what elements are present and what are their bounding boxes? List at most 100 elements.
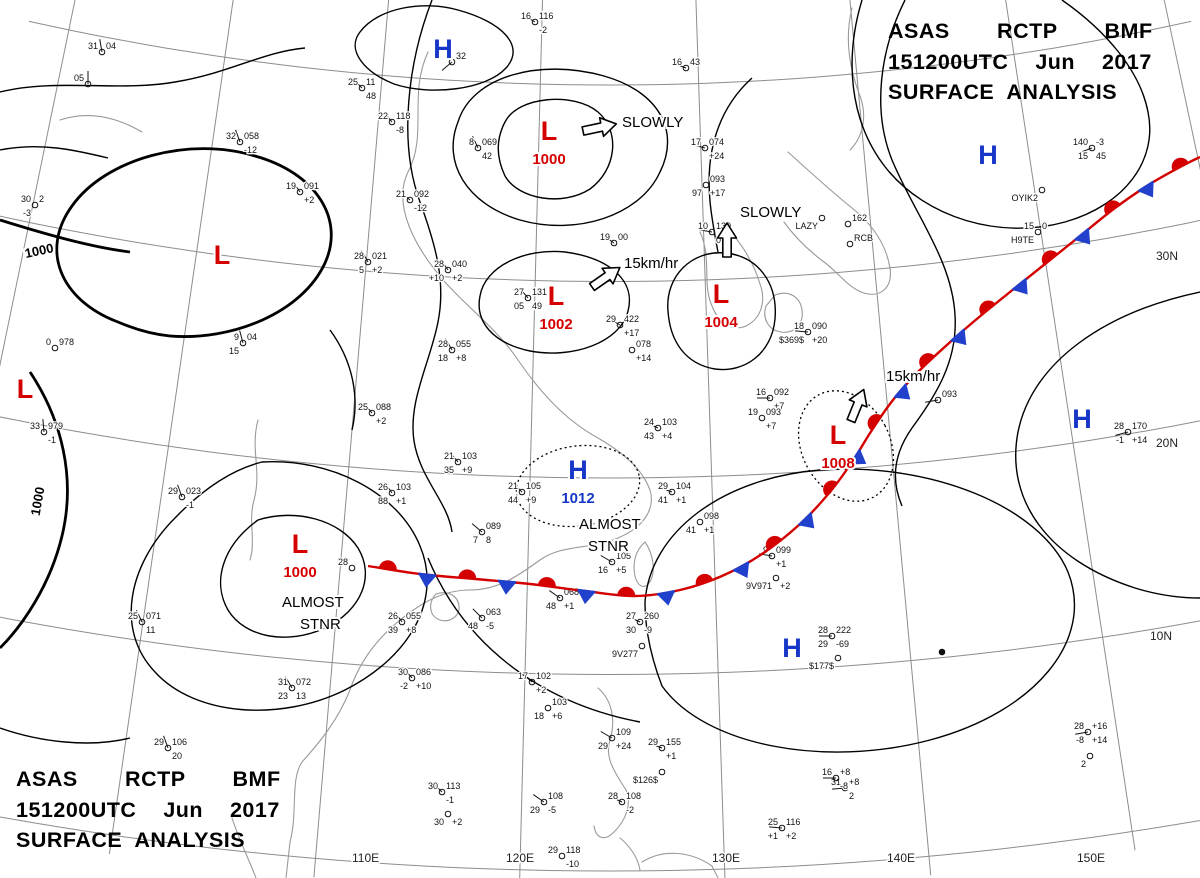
- front-triangle-marker: [418, 573, 437, 588]
- pressure-center-L: L 1002: [537, 279, 574, 335]
- front-triangle-marker: [577, 590, 596, 605]
- isobar-label: 1000: [28, 486, 48, 517]
- map-text: +8: [849, 777, 859, 787]
- map-text: 29: [598, 741, 608, 751]
- map-text: $177$: [809, 661, 834, 671]
- station-plot: 140 -3 15 45: [1072, 136, 1108, 163]
- station-plot: 16 43: [671, 56, 701, 72]
- pressure-center-letter: H: [1072, 404, 1092, 434]
- motion-label: ALMOST: [579, 516, 641, 533]
- map-text: +24: [709, 151, 724, 161]
- map-text: 104: [676, 481, 691, 491]
- station-plot: 2: [1080, 752, 1094, 770]
- station-plot: 29 106 20: [153, 735, 188, 762]
- map-text: 32: [456, 51, 466, 61]
- front-semicircle-marker: [695, 573, 714, 586]
- map-text: -12: [244, 145, 257, 155]
- pressure-center-H: H: [976, 138, 1000, 172]
- coastline: [783, 151, 891, 295]
- map-text: -2: [626, 805, 634, 815]
- map-text: 21: [444, 451, 454, 461]
- map-text: 063: [486, 607, 501, 617]
- map-text: 27: [514, 287, 524, 297]
- map-text: -5: [548, 805, 556, 815]
- map-text: 422: [624, 314, 639, 324]
- map-text: 2: [849, 791, 854, 801]
- map-text: 25: [768, 817, 778, 827]
- map-text: 11: [366, 77, 375, 87]
- map-text: 109: [616, 727, 631, 737]
- map-text: 04: [247, 332, 257, 342]
- front-triangle-marker: [1138, 181, 1154, 198]
- map-text: 23: [278, 691, 288, 701]
- map-text: 28: [1114, 421, 1124, 431]
- map-text: 10: [698, 221, 708, 231]
- station-plot: 30 086 -2 +10: [397, 666, 433, 693]
- motion-label: SLOWLY: [740, 204, 801, 221]
- map-text: +1: [396, 496, 406, 506]
- movement-arrow-icon: [846, 388, 868, 424]
- station-plot: 26 103 88 +1: [377, 481, 413, 508]
- pressure-center-value: 1000: [532, 151, 565, 168]
- front-triangle-marker: [498, 580, 516, 595]
- front-semicircle-marker: [617, 586, 636, 597]
- map-text: 103: [396, 482, 411, 492]
- isobar-line: [708, 77, 753, 253]
- station-plot: 063 48 -5: [467, 606, 503, 633]
- map-text: 118: [566, 845, 580, 855]
- map-text: 15: [1078, 151, 1088, 161]
- map-text: 131: [532, 287, 547, 297]
- coastline: [231, 817, 257, 878]
- map-text: 18: [794, 321, 804, 331]
- map-text: +1: [704, 525, 714, 535]
- map-text: +1: [666, 751, 676, 761]
- isobar-line: [644, 468, 1076, 753]
- map-text: +2: [786, 831, 796, 841]
- map-text: 069: [482, 137, 497, 147]
- map-text: -69: [836, 639, 849, 649]
- movement-arrow-icon: [716, 222, 738, 258]
- chart-type: SURFACE ANALYSIS: [888, 80, 1118, 105]
- map-text: 092: [414, 189, 429, 199]
- map-text: 29: [530, 805, 540, 815]
- map-text: -9: [644, 625, 652, 635]
- station-plot: 32 058 -12: [225, 129, 260, 156]
- map-text: 21: [508, 481, 518, 491]
- map-text: 15: [229, 346, 239, 356]
- map-text: +24: [616, 741, 631, 751]
- map-text: +7: [774, 401, 784, 411]
- longitude-label: 140E: [887, 851, 915, 865]
- map-text: 30: [398, 667, 408, 677]
- map-text: 16: [672, 57, 682, 67]
- map-text: 116: [786, 817, 800, 827]
- grid-label-layer: 110E 120E 130E 140E 150E 30N 20N 10N: [351, 248, 1180, 867]
- station-plot: 19 093 +7: [747, 406, 783, 433]
- parallel-line: [0, 215, 1200, 283]
- station-plot: 16 092 +7: [755, 386, 791, 413]
- meridian-line: [1005, 0, 1136, 851]
- map-text: -8: [396, 125, 404, 135]
- map-text: 023: [186, 486, 201, 496]
- map-text: 978: [59, 337, 74, 347]
- map-text: 18: [438, 353, 448, 363]
- coastline: [249, 419, 259, 561]
- dashed-area-ellipse: [797, 390, 895, 502]
- map-text: 30: [21, 194, 31, 204]
- pressure-center-letter: L: [541, 116, 558, 146]
- front-triangle-marker: [1012, 278, 1028, 295]
- map-text: +9: [462, 465, 472, 475]
- station-plot: 29 023 -1: [167, 484, 202, 511]
- map-text: -3: [1096, 137, 1104, 147]
- pressure-center-value: 1004: [704, 314, 738, 331]
- map-text: 9V277: [612, 649, 638, 659]
- station-plot: 29 104 41 +1: [657, 480, 693, 507]
- map-text: 48: [546, 601, 556, 611]
- map-text: 116: [539, 11, 553, 21]
- coastline: [430, 592, 460, 622]
- station-plot: 27 131 05 49: [513, 286, 549, 313]
- station-plot: 21 105 44 +9: [507, 480, 543, 507]
- product-id-bottom: ASAS RCTP BMF: [16, 767, 281, 791]
- station-plot: 27 260 30 -9: [625, 610, 661, 637]
- station-plot: 28 040 +10 +2: [427, 258, 468, 285]
